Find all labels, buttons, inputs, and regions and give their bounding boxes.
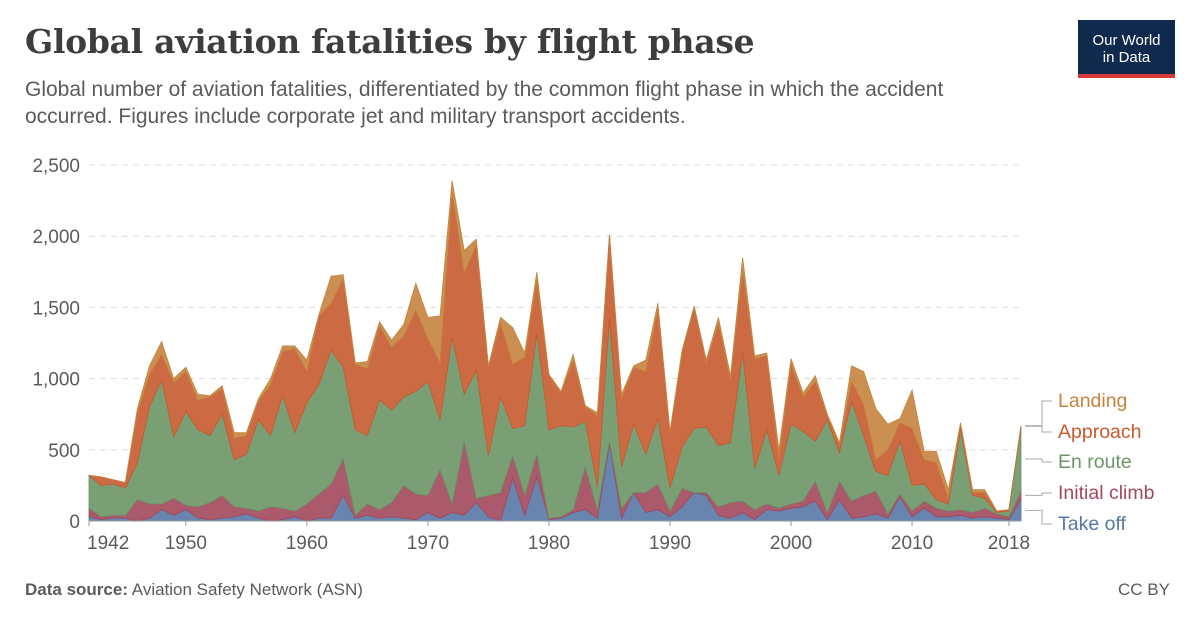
legend-connector [1025,509,1052,525]
legend-label-approach[interactable]: Approach [1058,421,1141,443]
owid-logo[interactable]: Our World in Data [1078,20,1175,78]
x-tick-label: 1970 [407,533,449,554]
legend: Take off Initial climb En route Approach Lan… [1025,390,1155,535]
legend-label-initial-climb[interactable]: Initial climb [1058,482,1155,504]
x-tick-label: 1980 [528,533,570,554]
data-source-label: Data source: [25,580,128,599]
x-tick-label: 2018 [988,533,1030,554]
y-tick-label: 2,500 [32,156,80,177]
y-tick-label: 2,000 [32,227,80,248]
y-tick-label: 0 [69,512,80,533]
legend-label-take-off[interactable]: Take off [1058,513,1127,535]
area-layers [87,180,1022,522]
legend-connector [1025,425,1052,433]
x-tick-label: 2000 [770,533,812,554]
legend-label-en-route[interactable]: En route [1058,451,1132,473]
x-tick-label: 1950 [165,533,207,554]
legend-connector [1025,492,1052,496]
license-link[interactable]: CC BY [1118,580,1170,599]
logo-line-1: Our World [1092,32,1161,49]
x-tick-label: 1990 [649,533,691,554]
data-source-text: Aviation Safety Network (ASN) [131,580,363,599]
y-tick-label: 1,500 [32,298,80,319]
legend-label-landing[interactable]: Landing [1058,390,1127,412]
data-source: Data source: Aviation Safety Network (AS… [25,580,363,600]
logo-line-2: in Data [1102,49,1151,66]
x-tick-label: 2010 [891,533,933,554]
legend-connector [1025,400,1052,427]
legend-connector [1025,458,1052,463]
chart-subtitle: Global number of aviation fatalities, di… [25,78,944,128]
x-tick-label: 1942 [87,533,129,554]
x-axis: 1942 1950 1960 1970 1980 1990 2000 2010 2018 [87,520,1030,554]
x-tick-label: 1960 [286,533,328,554]
y-tick-label: 1,000 [32,370,80,391]
area-landing[interactable] [88,180,1022,512]
chart-title: Global aviation fatalities by flight pha… [25,22,755,61]
y-tick-label: 500 [48,441,80,462]
y-axis: 0 500 1,000 1,500 2,000 2,500 [32,156,80,533]
